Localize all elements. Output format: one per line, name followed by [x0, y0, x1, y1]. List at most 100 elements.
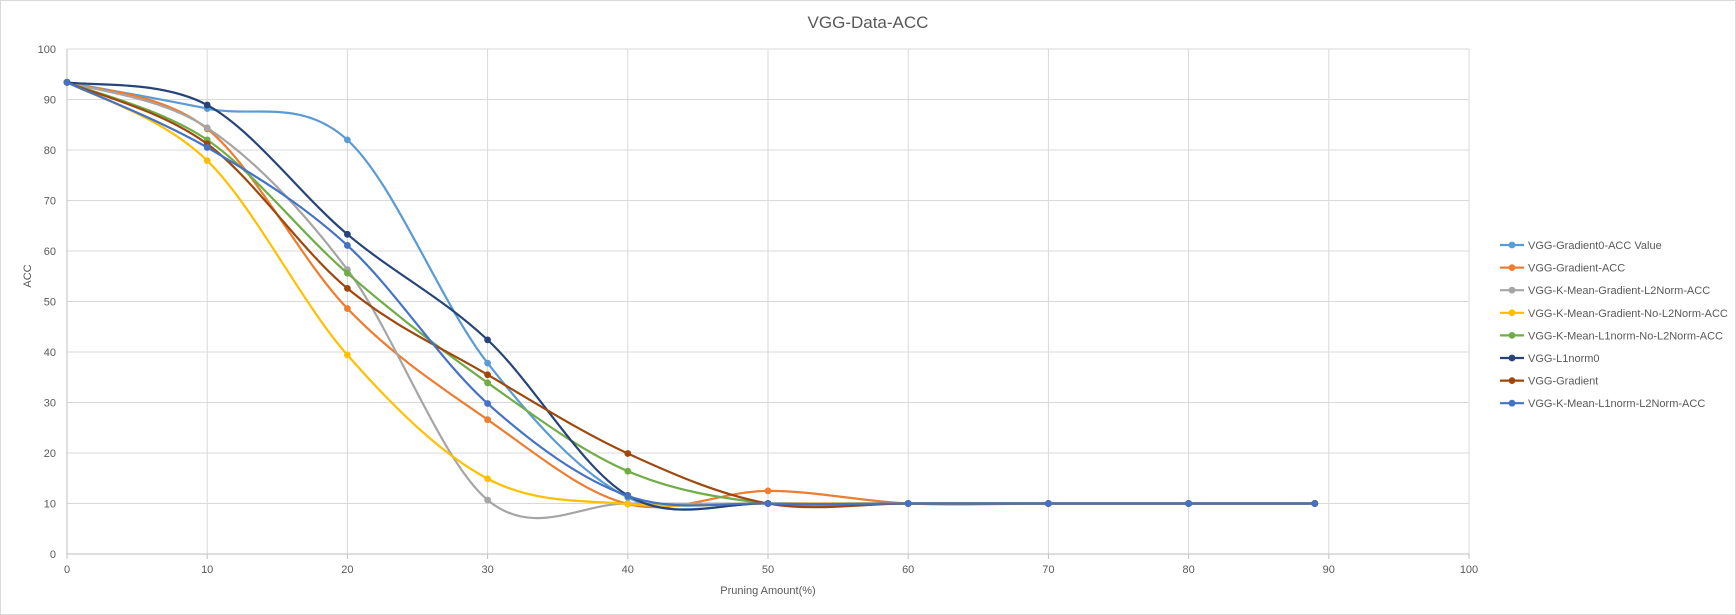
- legend-label: VGG-Gradient: [1528, 376, 1598, 388]
- legend-swatch-marker: [1508, 354, 1516, 362]
- data-point: [1045, 500, 1052, 507]
- x-tick-label: 10: [201, 564, 213, 576]
- y-tick-label: 100: [38, 44, 56, 56]
- legend-item: VGG-K-Mean-Gradient-L2Norm-ACC: [1500, 285, 1710, 297]
- data-point: [344, 351, 351, 359]
- legend-label: VGG-K-Mean-Gradient-L2Norm-ACC: [1528, 285, 1710, 297]
- series-3: [63, 78, 1319, 508]
- legend-label: VGG-Gradient0-ACC Value: [1528, 240, 1662, 252]
- plot-area: [63, 78, 1319, 520]
- grid: [67, 48, 1470, 554]
- legend-label: VGG-L1norm0: [1528, 353, 1600, 365]
- data-point: [484, 359, 491, 367]
- data-point: [1185, 500, 1192, 507]
- y-tick-label: 90: [44, 95, 56, 107]
- series-1: [63, 78, 1319, 509]
- series-6: [63, 78, 1319, 509]
- series-5: [63, 78, 1319, 511]
- data-point: [484, 400, 491, 407]
- y-tick-label: 70: [44, 196, 56, 208]
- data-point: [344, 284, 351, 292]
- data-point: [1311, 500, 1319, 507]
- data-point: [484, 416, 491, 424]
- legend-label: VGG-Gradient-ACC: [1528, 263, 1625, 275]
- x-tick-label: 90: [1323, 564, 1335, 576]
- data-point: [63, 78, 71, 86]
- legend-item: VGG-K-Mean-L1norm-L2Norm-ACC: [1500, 398, 1705, 410]
- data-point: [344, 136, 351, 144]
- legend-item: VGG-K-Mean-Gradient-No-L2Norm-ACC: [1500, 308, 1728, 320]
- series-line: [66, 81, 1315, 509]
- legend-item: VGG-K-Mean-L1norm-No-L2Norm-ACC: [1500, 330, 1723, 342]
- x-tick-label: 40: [622, 564, 634, 576]
- series-line: [66, 81, 1315, 511]
- data-point: [624, 492, 632, 500]
- x-axis-title: Pruning Amount(%): [720, 585, 815, 597]
- legend-label: VGG-K-Mean-L1norm-L2Norm-ACC: [1528, 398, 1705, 410]
- series-line: [66, 81, 1315, 507]
- data-point: [484, 379, 491, 387]
- y-tick-label: 30: [44, 398, 56, 410]
- y-tick-label: 0: [50, 549, 56, 561]
- data-point: [484, 371, 491, 379]
- series-line: [66, 81, 1315, 511]
- legend-swatch-marker: [1508, 377, 1516, 384]
- data-point: [203, 101, 211, 109]
- x-tick-label: 100: [1460, 564, 1478, 576]
- legend-item: VGG-L1norm0: [1500, 353, 1600, 365]
- legend-item: VGG-Gradient-ACC: [1500, 263, 1625, 275]
- chart-title: VGG-Data-ACC: [808, 13, 929, 32]
- series-line: [66, 81, 1315, 507]
- data-point: [624, 450, 632, 457]
- x-tick-label: 50: [762, 564, 774, 576]
- series-line: [66, 81, 1315, 507]
- legend-swatch-marker: [1508, 264, 1516, 271]
- legend: VGG-Gradient0-ACC Value VGG-Gradient-ACC V…: [1500, 240, 1728, 410]
- axes: 0 10 20 30 40 50 60 70 80 90 100 0 10 20 30 40 50 60 70 80 9…: [38, 44, 1479, 576]
- data-point: [764, 500, 772, 507]
- y-tick-label: 60: [44, 246, 56, 258]
- y-tick-label: 20: [44, 448, 56, 460]
- legend-swatch-marker: [1508, 309, 1516, 317]
- legend-swatch-marker: [1508, 332, 1516, 339]
- y-tick-label: 40: [44, 347, 56, 359]
- legend-item: VGG-Gradient0-ACC Value: [1500, 240, 1662, 252]
- legend-label: VGG-K-Mean-Gradient-No-L2Norm-ACC: [1528, 308, 1728, 320]
- series-line: [66, 81, 1315, 509]
- data-point: [904, 500, 912, 507]
- legend-swatch-marker: [1508, 286, 1516, 294]
- data-point: [203, 124, 211, 132]
- data-point: [624, 500, 632, 508]
- series-2: [63, 78, 1319, 520]
- y-axis-title: ACC: [22, 264, 34, 287]
- series-0: [63, 78, 1319, 511]
- y-tick-label: 50: [44, 297, 56, 309]
- x-tick-label: 20: [341, 564, 353, 576]
- data-point: [764, 487, 772, 495]
- x-tick-label: 0: [64, 564, 70, 576]
- series-7: [63, 78, 1319, 507]
- x-tick-label: 30: [481, 564, 493, 576]
- data-point: [484, 475, 491, 483]
- y-tick-label: 80: [44, 145, 56, 157]
- legend-label: VGG-K-Mean-L1norm-No-L2Norm-ACC: [1528, 330, 1723, 342]
- legend-swatch-marker: [1508, 241, 1516, 249]
- x-tick-label: 80: [1182, 564, 1194, 576]
- data-point: [484, 336, 491, 344]
- data-point: [203, 144, 211, 151]
- x-tick-label: 60: [902, 564, 914, 576]
- series-4: [63, 78, 1319, 507]
- data-point: [624, 467, 632, 475]
- legend-item: VGG-Gradient: [1500, 376, 1598, 388]
- data-point: [344, 305, 351, 312]
- data-point: [344, 242, 351, 249]
- data-point: [344, 230, 351, 238]
- data-point: [203, 157, 211, 165]
- legend-swatch-marker: [1508, 399, 1516, 407]
- data-point: [484, 496, 491, 504]
- data-point: [344, 269, 351, 277]
- x-tick-label: 70: [1042, 564, 1054, 576]
- y-tick-label: 10: [44, 499, 56, 511]
